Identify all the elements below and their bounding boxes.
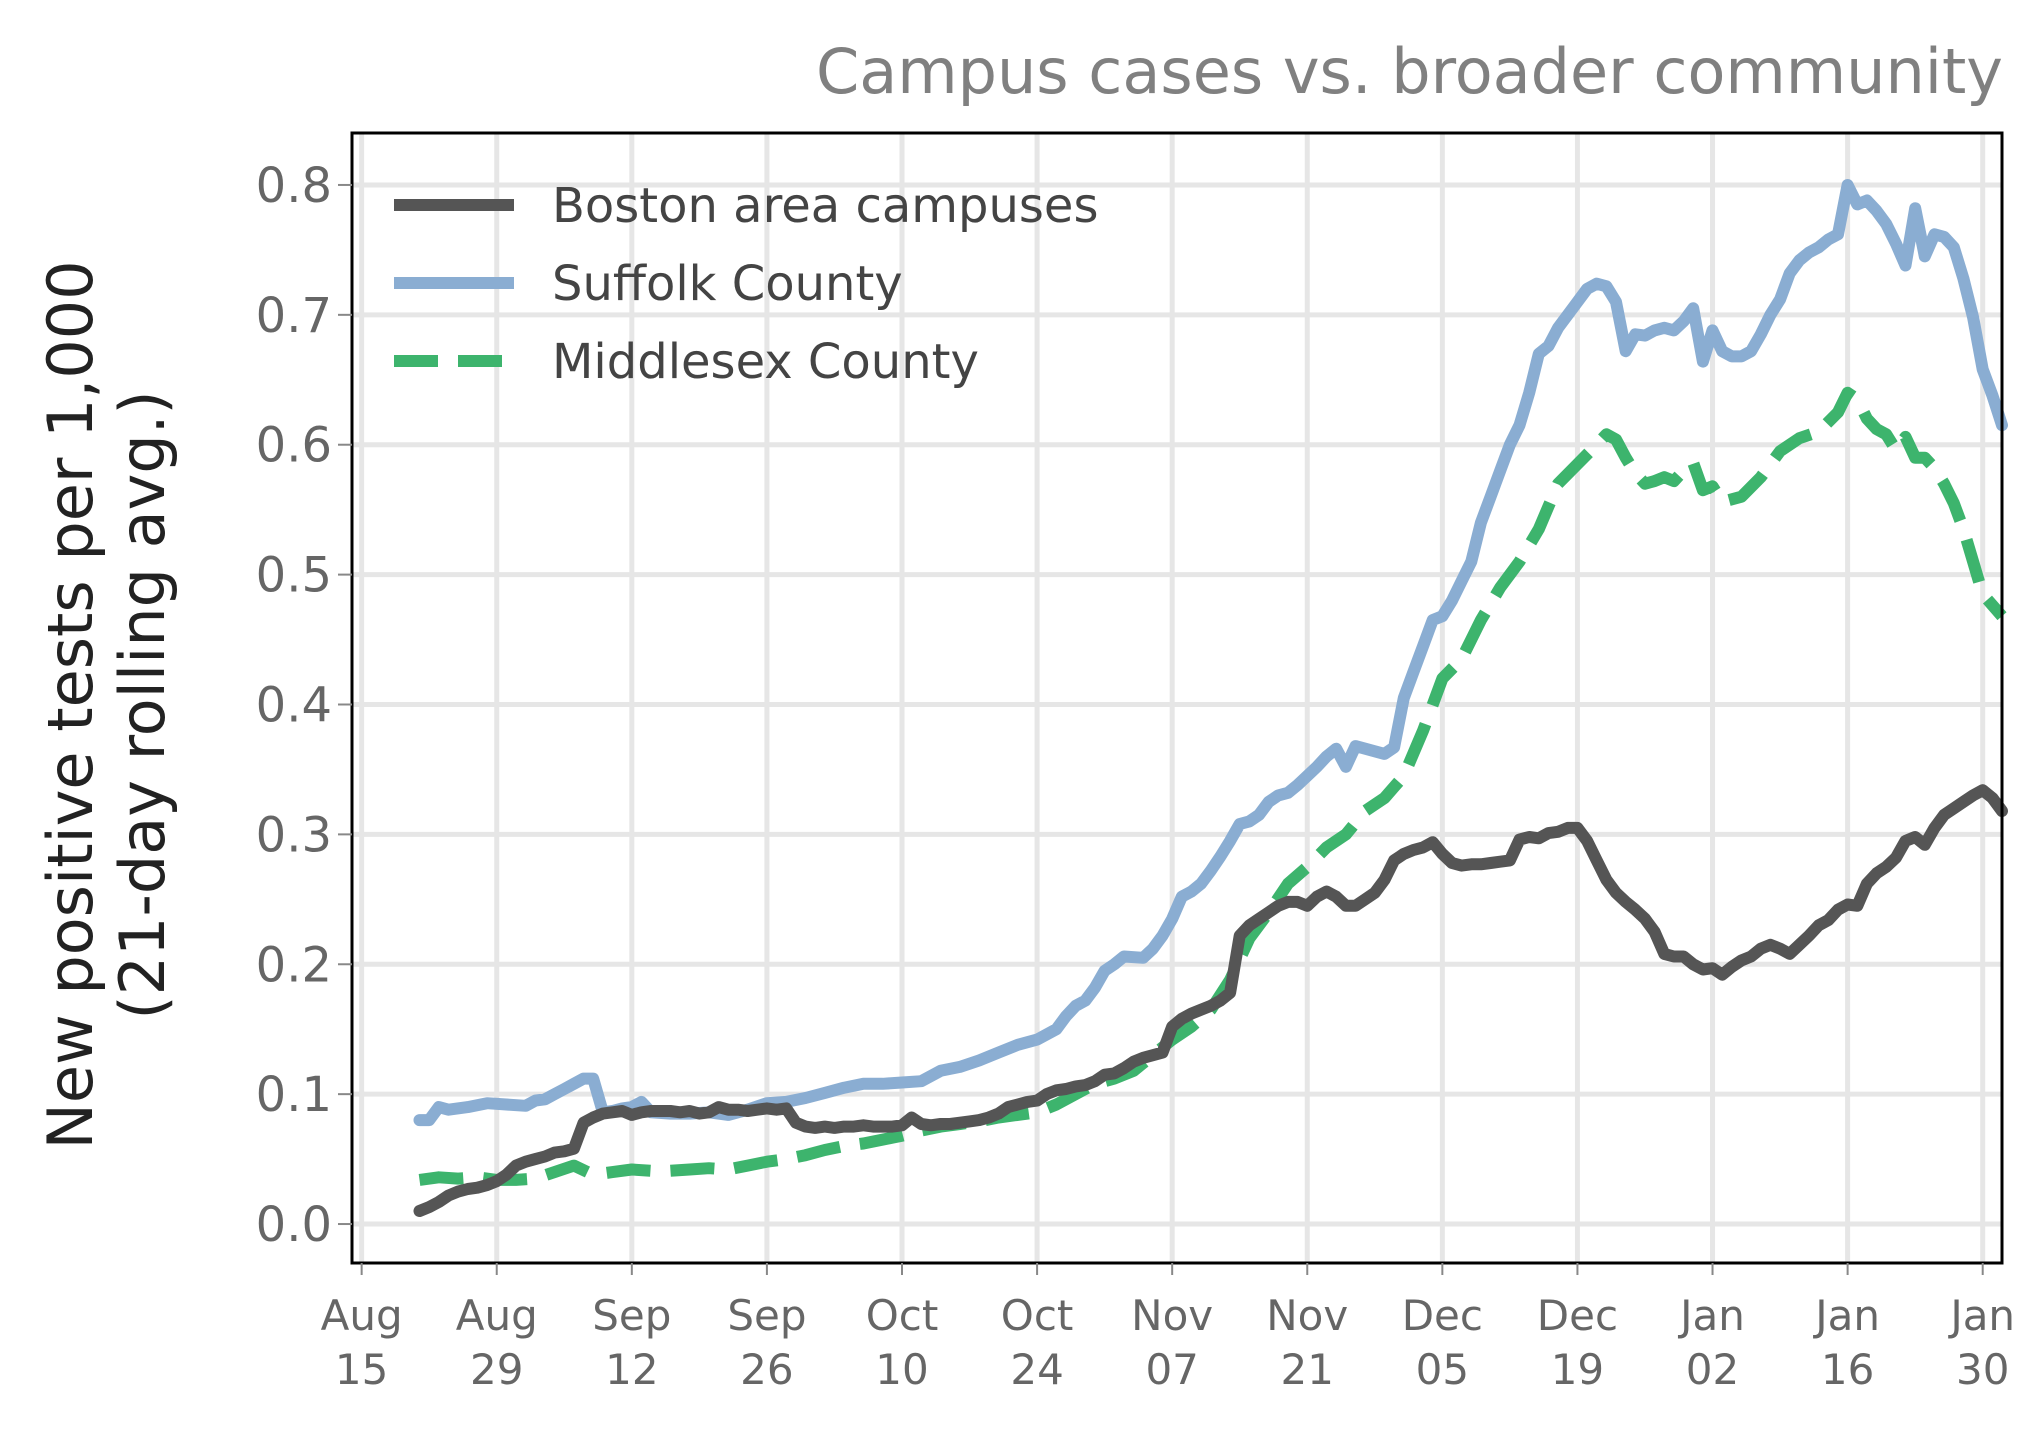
x-axis-ticks: Aug 15 Aug 29 Sep 12 Sep 26 Oct 10 Oct 24 Nov 07 Nov 21…: [321, 1263, 2015, 1394]
y-tick-label: 0.8: [256, 158, 332, 214]
y-tick-label: 0.6: [256, 418, 332, 474]
y-axis-label-line1: New positive tests per 1,000: [34, 260, 107, 1149]
legend: Boston area campuses Suffolk County Middle…: [394, 178, 1098, 390]
x-tick-label-day: 12: [605, 1345, 658, 1394]
x-tick-label-day: 29: [470, 1345, 523, 1394]
series-lines: [413, 179, 2008, 1217]
x-tick-label-month: Oct: [1001, 1291, 1074, 1340]
x-tick-label-month: Aug: [456, 1291, 538, 1340]
x-tick-label-month: Jan: [1812, 1291, 1880, 1340]
x-tick-label-day: 16: [1821, 1345, 1874, 1394]
x-tick-label-day: 15: [335, 1345, 388, 1394]
chart-title: Campus cases vs. broader community: [816, 35, 2003, 108]
plot-frame: [350, 131, 2004, 1265]
series-line-middlesex-county: [418, 386, 2007, 1186]
y-tick-label: 0.0: [256, 1197, 332, 1253]
x-tick-label-month: Aug: [321, 1291, 403, 1340]
x-tick-label-day: 05: [1416, 1345, 1469, 1394]
y-tick-label: 0.3: [256, 807, 332, 863]
x-tick-label-month: Jan: [1677, 1291, 1745, 1340]
gridlines: [352, 133, 2002, 1263]
x-tick-label-month: Dec: [1537, 1291, 1618, 1340]
y-tick-label: 0.4: [256, 677, 332, 733]
y-tick-label: 0.5: [256, 548, 332, 604]
x-tick-label-month: Oct: [866, 1291, 939, 1340]
x-tick-label-day: 24: [1010, 1345, 1063, 1394]
legend-label: Middlesex County: [552, 334, 979, 390]
x-tick-label-month: Nov: [1266, 1291, 1348, 1340]
y-tick-label: 0.2: [256, 937, 332, 993]
x-tick-label-month: Nov: [1131, 1291, 1213, 1340]
legend-label: Boston area campuses: [552, 178, 1098, 234]
x-tick-label-day: 10: [875, 1345, 928, 1394]
series-line-boston-area-campuses: [413, 784, 2008, 1217]
x-tick-label-day: 21: [1281, 1345, 1334, 1394]
y-axis-label-line2: (21-day rolling avg.): [106, 390, 179, 1019]
y-axis-ticks: 0.0 0.1 0.2 0.3 0.4 0.5 0.6 0.7 0.8: [256, 158, 352, 1253]
y-tick-label: 0.7: [256, 288, 332, 344]
legend-label: Suffolk County: [552, 256, 903, 312]
x-tick-label-day: 02: [1686, 1345, 1739, 1394]
x-tick-label-day: 26: [740, 1345, 793, 1394]
x-tick-label-day: 19: [1551, 1345, 1604, 1394]
x-tick-label-month: Sep: [592, 1291, 671, 1340]
x-tick-label-month: Dec: [1402, 1291, 1483, 1340]
y-axis-label: New positive tests per 1,000 (21-day rol…: [34, 260, 179, 1149]
x-tick-label-month: Sep: [727, 1291, 806, 1340]
x-tick-label-day: 30: [1956, 1345, 2009, 1394]
x-tick-label-month: Jan: [1947, 1291, 2015, 1340]
x-tick-label-day: 07: [1145, 1345, 1198, 1394]
y-tick-label: 0.1: [256, 1067, 332, 1123]
